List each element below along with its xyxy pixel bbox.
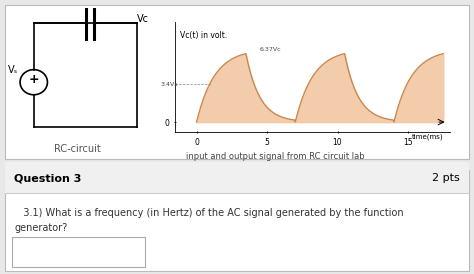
Text: Vᴄ(t) in volt.: Vᴄ(t) in volt. bbox=[180, 31, 227, 40]
Text: 3.4Vs: 3.4Vs bbox=[161, 82, 178, 87]
Text: 6.37Vc: 6.37Vc bbox=[260, 47, 282, 52]
Text: input and output signal from RC circuit lab: input and output signal from RC circuit … bbox=[186, 152, 364, 161]
Text: time(ms): time(ms) bbox=[411, 134, 443, 140]
Text: RC-circuit: RC-circuit bbox=[54, 144, 100, 154]
Text: generator?: generator? bbox=[14, 223, 67, 233]
Text: 2 pts: 2 pts bbox=[432, 173, 460, 183]
Text: 3.1) What is a frequency (in Hertz) of the AC signal generated by the function: 3.1) What is a frequency (in Hertz) of t… bbox=[14, 208, 404, 218]
Text: Vᴄ: Vᴄ bbox=[137, 14, 149, 24]
Text: Vₛ: Vₛ bbox=[8, 65, 18, 75]
Text: +: + bbox=[28, 73, 39, 87]
Text: Question 3: Question 3 bbox=[14, 173, 82, 183]
